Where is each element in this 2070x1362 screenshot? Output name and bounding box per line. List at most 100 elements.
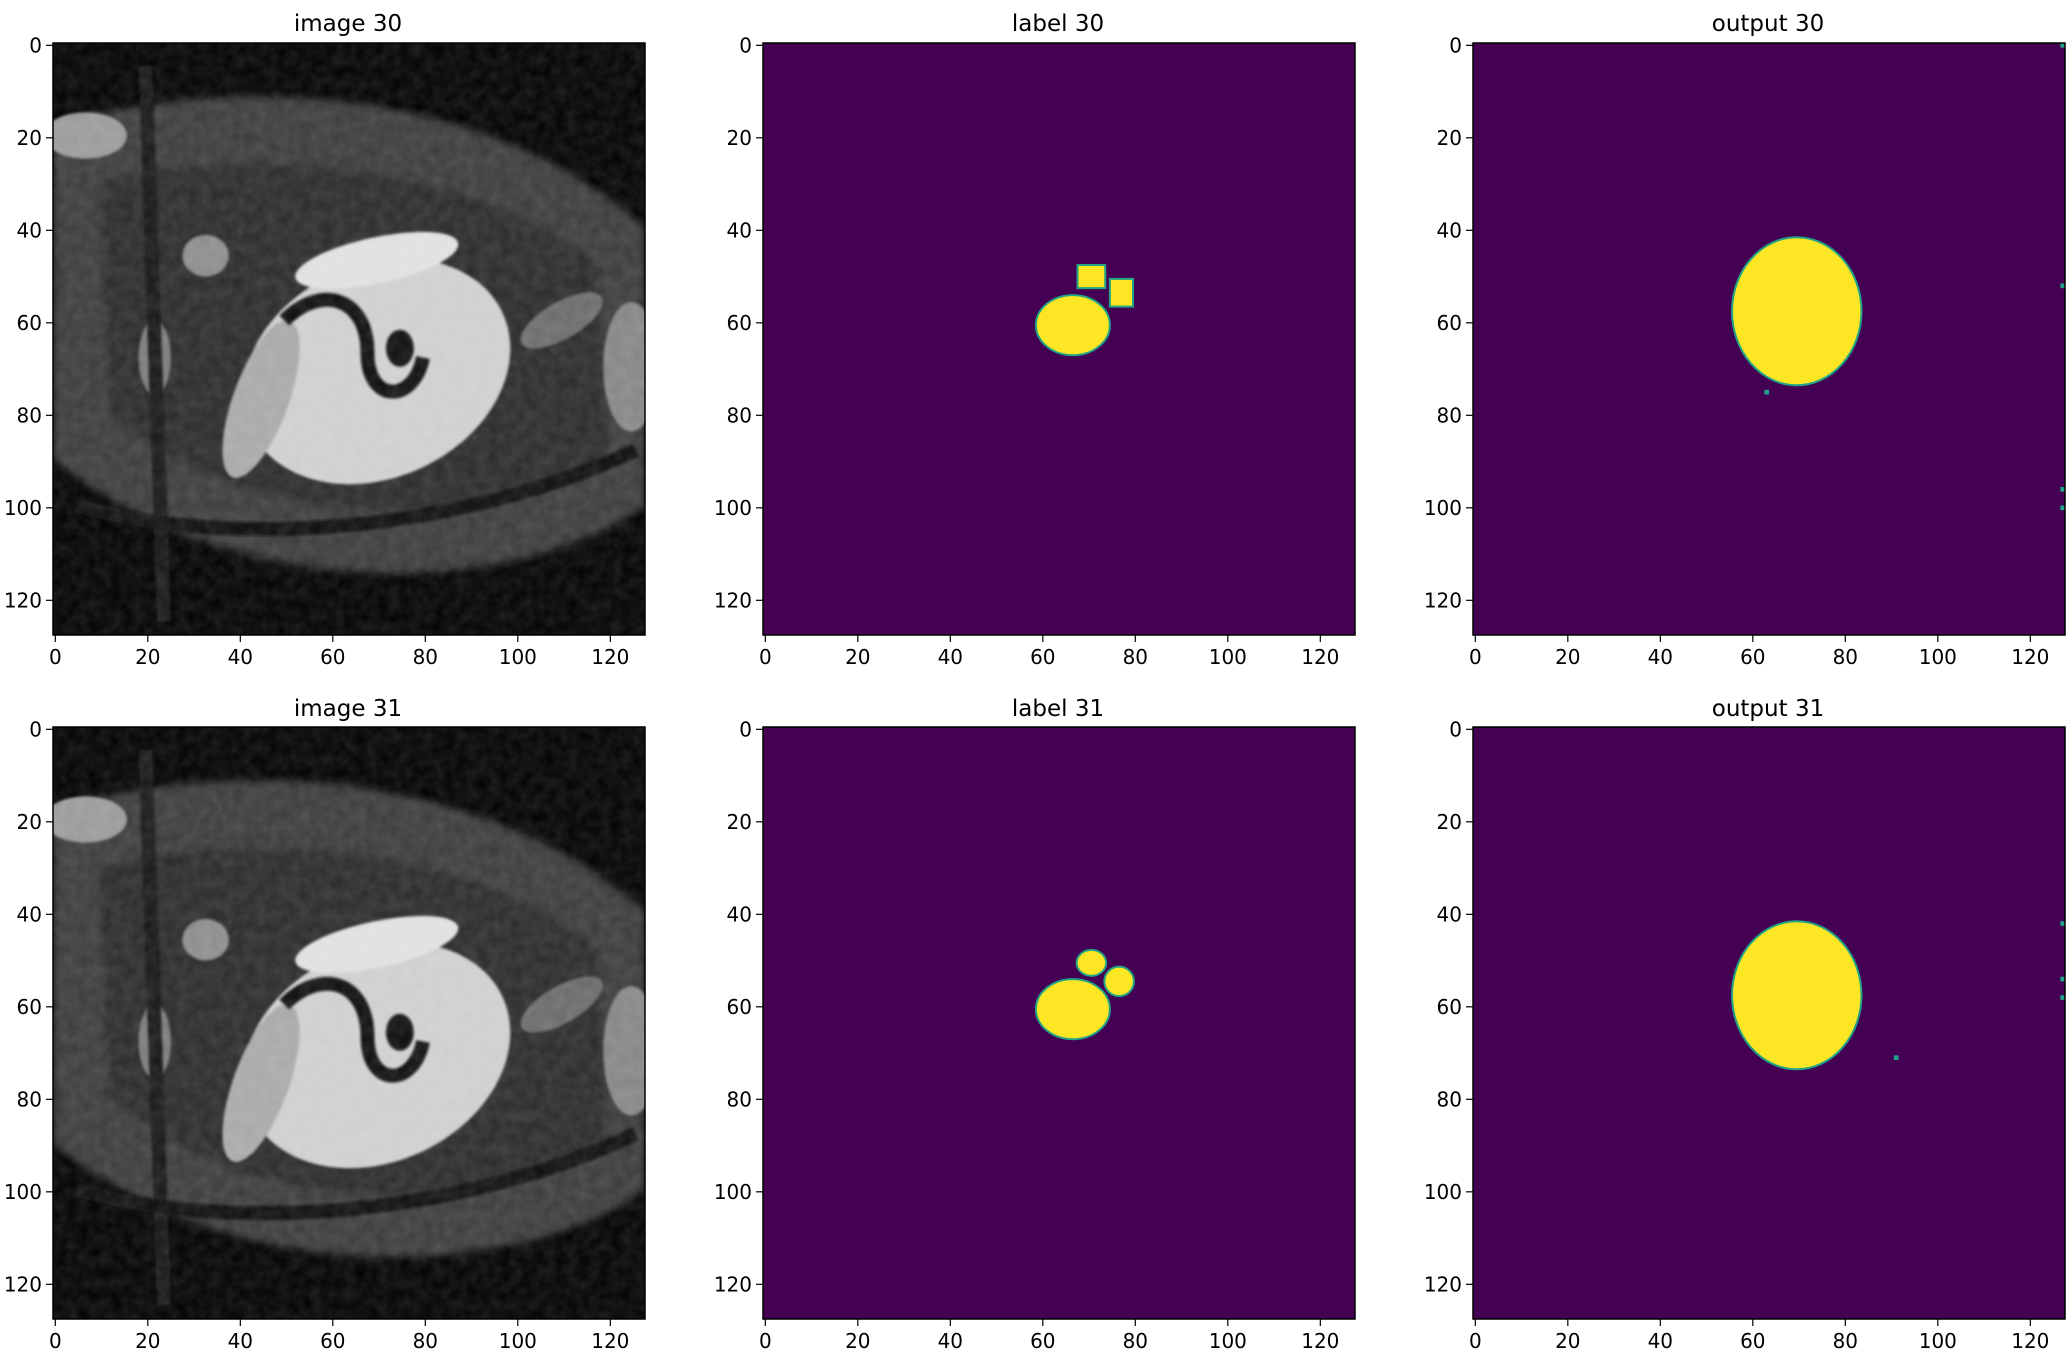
y-tick-label: 40 [17, 902, 42, 926]
x-tick-label: 80 [1833, 645, 1858, 669]
plot-area: 0 20 40 60 80 100 120 0 20 40 60 80 100 120 [1424, 33, 2066, 669]
x-tick-label: 80 [1123, 1329, 1148, 1353]
y-tick-label: 60 [1437, 995, 1462, 1019]
x-tick-label: 40 [228, 1329, 253, 1353]
y-tick-label: 60 [727, 311, 752, 335]
x-tick-label: 20 [1555, 1329, 1580, 1353]
panel-image-31: image 31 0 20 40 60 80 100 120 0 20 40 60 80 100 120 [4, 696, 646, 1353]
mask-speck [1764, 389, 1769, 395]
mask-region [1075, 948, 1108, 977]
y-tick-label: 0 [1449, 717, 1462, 741]
x-tick-label: 100 [499, 645, 537, 669]
y-tick-label: 20 [727, 126, 752, 150]
plot-area: 0 20 40 60 80 100 120 0 20 40 60 80 100 120 [4, 717, 646, 1353]
x-tick-label: 80 [1833, 1329, 1858, 1353]
y-tick-label: 40 [1437, 218, 1462, 242]
mask-speck [2060, 976, 2065, 982]
mask-region [1034, 294, 1111, 357]
axes-frame [52, 726, 646, 1320]
x-tick-label: 80 [413, 645, 438, 669]
mask-region [1103, 965, 1135, 998]
x-tick-label: 100 [1919, 645, 1957, 669]
x-tick-label: 0 [759, 1329, 772, 1353]
x-tick-label: 0 [49, 645, 62, 669]
panel-label-30: label 30 0 20 40 60 80 100 120 0 20 40 60 80 100 120 [714, 11, 1356, 669]
y-tick-label: 120 [4, 1272, 42, 1296]
y-tick-label: 100 [1424, 1180, 1462, 1204]
mri-noise [53, 43, 645, 635]
y-tick-label: 0 [739, 33, 752, 57]
x-tick-label: 60 [1740, 645, 1765, 669]
mask-speck [2060, 487, 2065, 492]
y-tick-label: 80 [727, 403, 752, 427]
y-tick-label: 0 [29, 33, 42, 57]
mri-image [53, 727, 645, 1319]
y-tick-label: 20 [17, 810, 42, 834]
x-tick-label: 20 [135, 645, 160, 669]
x-tick-label: 100 [1919, 1329, 1957, 1353]
x-tick-label: 40 [1648, 1329, 1673, 1353]
axes-frame [762, 726, 1356, 1320]
x-tick-label: 120 [1301, 1329, 1339, 1353]
y-tick-label: 40 [17, 218, 42, 242]
x-tick-label: 100 [1209, 1329, 1247, 1353]
x-tick-label: 40 [938, 645, 963, 669]
y-tick-label: 0 [739, 717, 752, 741]
mask-region [1076, 264, 1107, 290]
y-tick-label: 100 [714, 496, 752, 520]
y-tick-label: 40 [727, 902, 752, 926]
y-tick-label: 120 [1424, 1272, 1462, 1296]
x-tick-label: 0 [759, 645, 772, 669]
x-tick-label: 20 [845, 1329, 870, 1353]
axes-frame [1472, 42, 2066, 636]
x-tick-label: 60 [1740, 1329, 1765, 1353]
panel-output-31: output 31 0 20 40 60 80 100 120 0 20 40 60 80 100 120 [1424, 696, 2066, 1353]
mask-speck [2060, 995, 2065, 1000]
x-tick-label: 120 [591, 1329, 629, 1353]
mask-region [1108, 277, 1134, 308]
x-tick-label: 120 [2011, 645, 2049, 669]
y-tick-label: 60 [17, 311, 42, 335]
x-tick-label: 120 [1301, 645, 1339, 669]
y-tick-label: 40 [1437, 902, 1462, 926]
y-tick-label: 20 [1437, 126, 1462, 150]
x-tick-label: 100 [499, 1329, 537, 1353]
mask-speck [2060, 505, 2065, 511]
x-tick-label: 40 [228, 645, 253, 669]
y-tick-label: 60 [17, 995, 42, 1019]
plot-area: 0 20 40 60 80 100 120 0 20 40 60 80 100 120 [714, 33, 1356, 669]
x-tick-label: 120 [2011, 1329, 2049, 1353]
panel-title: label 30 [1012, 11, 1104, 37]
y-tick-label: 80 [1437, 1087, 1462, 1111]
x-tick-label: 80 [1123, 645, 1148, 669]
panel-title: label 31 [1012, 696, 1104, 722]
y-tick-label: 100 [4, 496, 42, 520]
y-tick-label: 80 [727, 1087, 752, 1111]
x-tick-label: 80 [413, 1329, 438, 1353]
y-tick-label: 100 [1424, 496, 1462, 520]
mri-image [53, 43, 645, 635]
mask-region [1034, 978, 1111, 1041]
x-tick-label: 60 [320, 645, 345, 669]
axes-frame [1472, 726, 2066, 1320]
mask-region [1731, 920, 1863, 1071]
x-tick-label: 40 [1648, 645, 1673, 669]
y-tick-label: 80 [17, 403, 42, 427]
y-tick-label: 20 [1437, 810, 1462, 834]
panel-title: output 31 [1712, 696, 1824, 722]
x-tick-label: 40 [938, 1329, 963, 1353]
x-tick-label: 0 [1469, 1329, 1482, 1353]
mask-region [1731, 236, 1863, 387]
y-tick-label: 0 [1449, 33, 1462, 57]
x-tick-label: 20 [135, 1329, 160, 1353]
mask-speck [1893, 1055, 1899, 1060]
x-tick-label: 20 [1555, 645, 1580, 669]
y-tick-label: 100 [4, 1180, 42, 1204]
x-tick-label: 0 [49, 1329, 62, 1353]
y-tick-label: 120 [1424, 588, 1462, 612]
x-tick-label: 20 [845, 645, 870, 669]
panel-output-30: output 30 0 20 40 60 80 100 120 0 20 40 60 80 100 120 [1424, 11, 2066, 669]
y-tick-label: 80 [1437, 403, 1462, 427]
x-tick-label: 60 [320, 1329, 345, 1353]
